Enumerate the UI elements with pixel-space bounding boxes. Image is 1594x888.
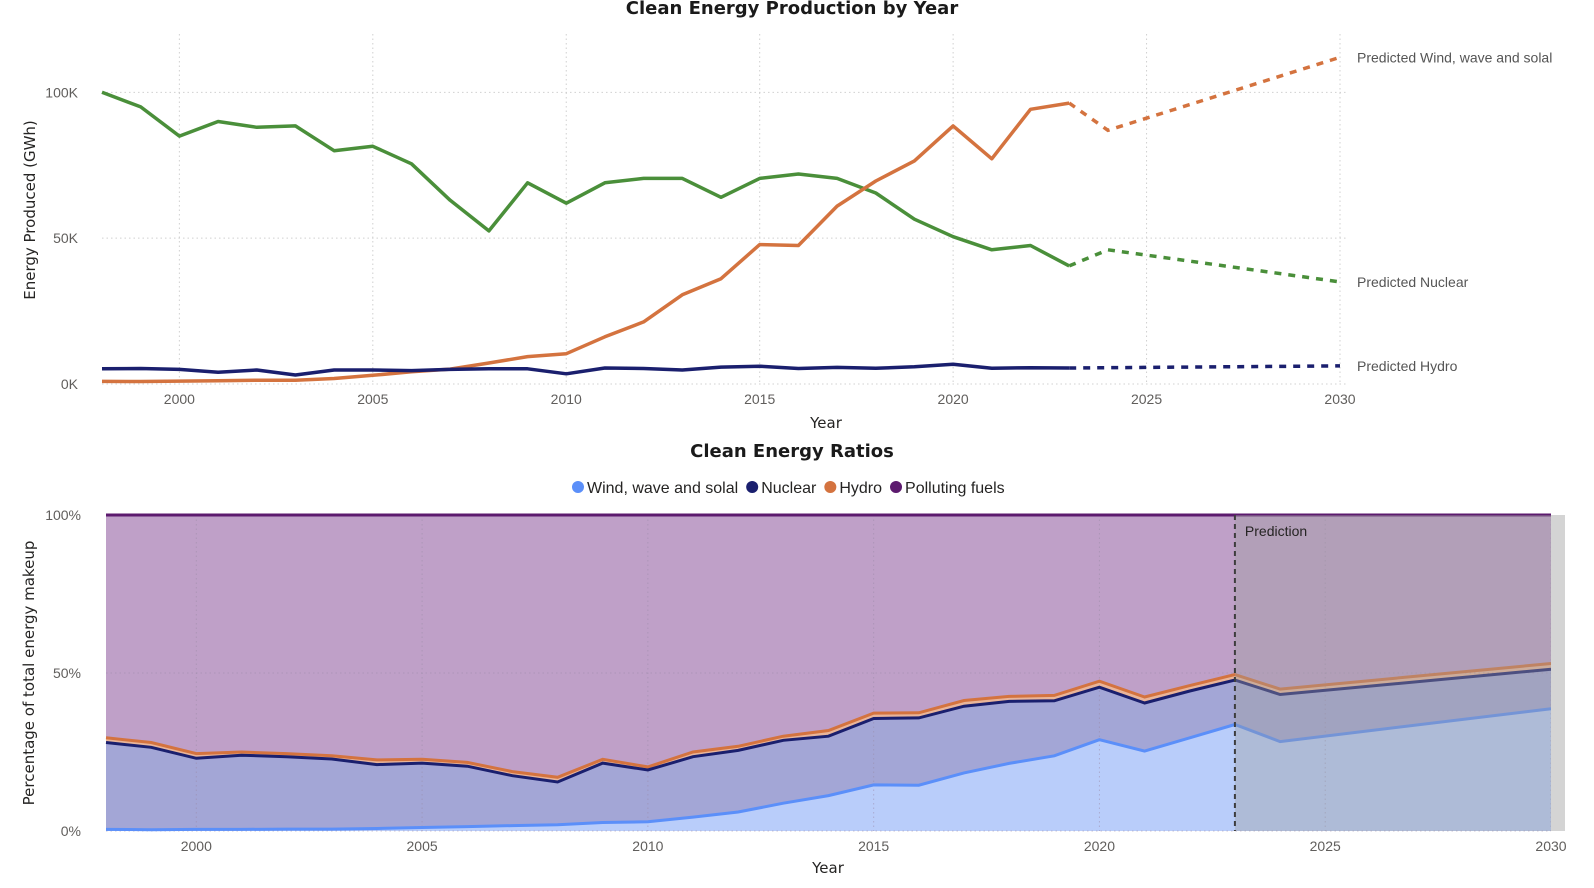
legend-item[interactable]: Hydro xyxy=(824,480,882,497)
bottom-chart-legend[interactable]: Wind, wave and solal Nuclear Hydro Pollutin… xyxy=(572,480,1005,497)
bottom-x-tick-label: 2030 xyxy=(1535,838,1566,854)
prediction-line-pred_nuclear xyxy=(1068,248,1341,284)
top-x-tick-label: 2020 xyxy=(938,391,969,407)
prediction-label-pred_hydro: Predicted Hydro xyxy=(1357,358,1458,374)
legend-label: Wind, wave and solal xyxy=(587,480,738,497)
legend-item[interactable]: Nuclear xyxy=(746,480,817,497)
legend-item[interactable]: Wind, wave and solal xyxy=(572,480,738,497)
prediction-label: Prediction xyxy=(1245,523,1307,539)
top-x-tick-label: 2030 xyxy=(1324,391,1355,407)
top-chart-y-axis-title: Energy Produced (GWh) xyxy=(21,120,39,300)
top-x-tick-label: 2010 xyxy=(551,391,582,407)
prediction-shade xyxy=(1234,515,1551,831)
top-x-tick-label: 2015 xyxy=(744,391,775,407)
bottom-chart-prediction-region: Prediction xyxy=(1233,515,1565,831)
top-x-tick-label: 2000 xyxy=(164,391,195,407)
bottom-x-tick-label: 2020 xyxy=(1084,838,1115,854)
legend-marker xyxy=(746,481,759,493)
legend-label: Nuclear xyxy=(761,480,817,497)
bottom-chart-lines xyxy=(105,513,1552,832)
top-chart-series xyxy=(101,90,1071,384)
series-line-wind xyxy=(101,101,1070,384)
bottom-chart-x-axis-title: Year xyxy=(811,859,845,877)
top-x-tick-label: 2005 xyxy=(357,391,388,407)
bottom-chart-y-ticks: 0% 50% 100% xyxy=(45,507,81,839)
top-y-tick-label: 100K xyxy=(45,84,78,100)
area-polluting-fuels xyxy=(106,515,1551,778)
line-nuclear xyxy=(105,667,1552,784)
top-x-tick-label: 2025 xyxy=(1131,391,1162,407)
legend-marker xyxy=(824,481,837,493)
top-chart: Clean Energy Production by Year 0K 50K 100… xyxy=(21,0,1552,432)
top-chart-title: Clean Energy Production by Year xyxy=(626,0,959,19)
prediction-label-pred_nuclear: Predicted Nuclear xyxy=(1357,274,1469,290)
prediction-label-pred_wind: Predicted Wind, wave and solal xyxy=(1357,49,1552,65)
bottom-y-tick-label: 0% xyxy=(61,823,81,839)
top-y-tick-label: 0K xyxy=(61,376,79,392)
prediction-line-pred_hydro xyxy=(1069,364,1341,370)
line-hydro xyxy=(105,662,1552,779)
bottom-x-tick-label: 2025 xyxy=(1310,838,1341,854)
series-line-hydro xyxy=(101,362,1070,377)
bottom-y-tick-label: 100% xyxy=(45,507,81,523)
top-chart-y-ticks: 0K 50K 100K xyxy=(45,84,78,392)
legend-marker xyxy=(890,481,903,493)
prediction-line-pred_wind xyxy=(1068,55,1341,133)
top-chart-predictions: Predicted Wind, wave and solal Predicted … xyxy=(1068,49,1552,374)
bottom-chart-title: Clean Energy Ratios xyxy=(690,441,894,462)
top-chart-grid xyxy=(102,34,1348,385)
bottom-y-tick-label: 50% xyxy=(53,665,81,681)
legend-marker xyxy=(572,481,584,493)
legend-item[interactable]: Polluting fuels xyxy=(890,480,1005,497)
bottom-x-tick-label: 2005 xyxy=(407,838,438,854)
bottom-x-tick-label: 2010 xyxy=(632,838,663,854)
line-wind xyxy=(105,707,1552,832)
area-nuclear xyxy=(106,669,1551,830)
bottom-x-tick-label: 2000 xyxy=(181,838,212,854)
bottom-chart-y-axis-title: Percentage of total energy makeup xyxy=(20,541,38,806)
scroll-edge xyxy=(1551,515,1565,831)
bottom-x-tick-label: 2015 xyxy=(858,838,889,854)
series-line-nuclear xyxy=(101,90,1071,268)
top-y-tick-label: 50K xyxy=(53,230,79,246)
bottom-chart: Clean Energy Ratios Wind, wave and solal… xyxy=(20,441,1567,877)
top-chart-x-ticks: 2000 2005 2010 2015 2020 2025 2030 xyxy=(164,391,1356,407)
bottom-chart-x-ticks: 2000 2005 2010 2015 2020 2025 2030 xyxy=(181,838,1567,854)
legend-label: Polluting fuels xyxy=(905,480,1005,497)
top-chart-x-axis-title: Year xyxy=(809,414,843,432)
legend-label: Hydro xyxy=(839,480,882,497)
